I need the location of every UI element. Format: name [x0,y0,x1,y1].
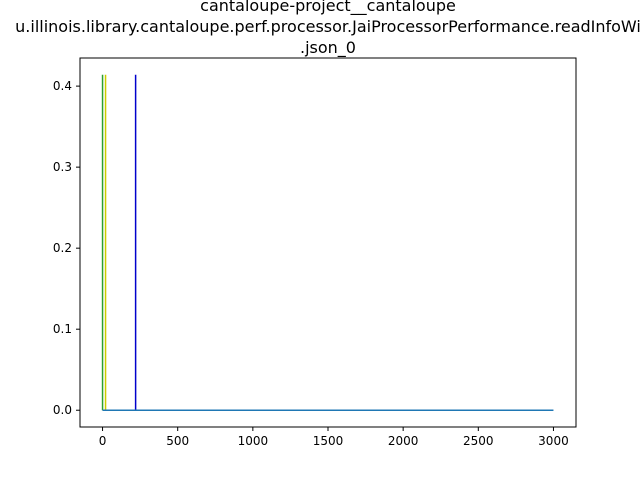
x-tick-label: 2500 [463,434,494,448]
y-tick-label: 0.4 [53,79,72,93]
x-tick-label: 1500 [313,434,344,448]
y-tick-label: 0.3 [53,160,72,174]
plot-frame [79,57,577,428]
y-tick-label: 0.0 [53,403,72,417]
x-axis: 0 500 1000 1500 2000 2500 3000 [99,427,569,448]
y-tick-label: 0.1 [53,322,72,336]
y-tick-label: 0.2 [53,241,72,255]
x-tick-label: 0 [99,434,107,448]
y-axis: 0.0 0.1 0.2 0.3 0.4 [53,79,80,417]
title-line-1: cantaloupe-project__cantaloupe [200,0,456,16]
title-line-3: .json_0 [300,38,356,58]
x-tick-label: 1000 [238,434,269,448]
x-tick-label: 500 [166,434,189,448]
chart-title: cantaloupe-project__cantaloupe u.illinoi… [15,0,640,58]
x-tick-label: 2000 [388,434,419,448]
title-line-2: u.illinois.library.cantaloupe.perf.proce… [15,17,640,36]
series-layer [101,74,554,411]
x-tick-label: 3000 [538,434,569,448]
